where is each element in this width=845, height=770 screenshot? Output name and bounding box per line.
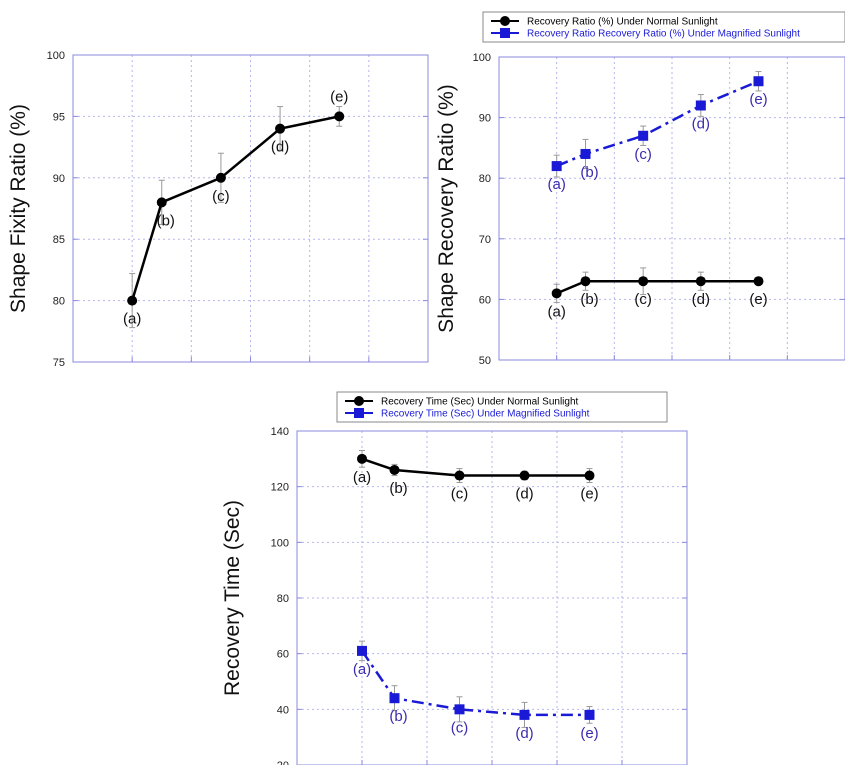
y-tick-label: 60 bbox=[479, 294, 491, 306]
y-tick-label: 120 bbox=[271, 482, 289, 494]
legend: Recovery Ratio (%) Under Normal Sunlight… bbox=[482, 11, 845, 43]
y-tick-label: 100 bbox=[271, 537, 289, 549]
data-point bbox=[551, 288, 562, 299]
point-label: (a) bbox=[353, 469, 371, 486]
point-label: (b) bbox=[389, 708, 407, 725]
legend-label: Recovery Time (Sec) Under Magnified Sunl… bbox=[381, 409, 590, 420]
y-tick-label: 40 bbox=[277, 704, 289, 716]
data-point bbox=[127, 295, 138, 306]
data-point bbox=[389, 464, 400, 475]
data-point bbox=[334, 111, 345, 122]
legend-marker bbox=[500, 28, 510, 38]
point-label: (a) bbox=[547, 176, 565, 193]
data-point bbox=[454, 470, 465, 481]
data-point bbox=[551, 161, 562, 172]
point-label: (b) bbox=[389, 480, 407, 497]
point-label: (d) bbox=[271, 139, 289, 156]
point-label: (d) bbox=[692, 115, 710, 132]
point-label: (d) bbox=[515, 725, 533, 742]
legend-label: Recovery Ratio Recovery Ratio (%) Under … bbox=[527, 29, 800, 40]
data-point bbox=[638, 276, 649, 287]
y-tick-label: 80 bbox=[277, 593, 289, 605]
legend-marker bbox=[500, 16, 510, 26]
data-point bbox=[156, 197, 167, 208]
legend-box bbox=[336, 391, 668, 423]
data-point bbox=[454, 704, 465, 715]
y-tick-label: 80 bbox=[479, 173, 491, 185]
point-label: (b) bbox=[580, 164, 598, 181]
y-axis-label: Recovery Time (Sec) bbox=[221, 500, 244, 696]
data-point bbox=[580, 148, 591, 159]
chart-fixity: 75 80 85 90 95 100 Shape Fixity Ratio (%) (a) (b… bbox=[7, 50, 429, 369]
point-label: (c) bbox=[451, 486, 469, 503]
point-label: (e) bbox=[580, 486, 598, 503]
chart-recovery-ratio: 50 60 70 80 90 100 Shape Recovery Ratio (%) (a)… bbox=[435, 11, 845, 367]
point-label: (e) bbox=[580, 725, 598, 742]
y-tick-label: 70 bbox=[479, 234, 491, 246]
data-point bbox=[389, 693, 400, 704]
point-label: (c) bbox=[451, 719, 469, 736]
series-normal: (a) (b) (c) (d) (e) bbox=[547, 267, 768, 320]
point-label: (e) bbox=[749, 291, 767, 308]
y-tick-label: 75 bbox=[53, 357, 65, 369]
data-point bbox=[695, 276, 706, 287]
point-label: (c) bbox=[212, 188, 230, 205]
legend-label: Recovery Ratio (%) Under Normal Sunlight bbox=[527, 17, 718, 28]
point-label: (e) bbox=[749, 91, 767, 108]
y-axis-label: Shape Fixity Ratio (%) bbox=[7, 104, 30, 313]
y-tick-label: 60 bbox=[277, 649, 289, 661]
point-label: (b) bbox=[157, 212, 175, 229]
y-tick-label: 100 bbox=[473, 52, 491, 64]
point-label: (d) bbox=[692, 291, 710, 308]
point-label: (c) bbox=[634, 146, 652, 163]
data-point bbox=[584, 470, 595, 481]
series-line bbox=[130, 115, 340, 301]
point-label: (d) bbox=[515, 486, 533, 503]
series-magnified: (a) (b) (c) (d) (e) bbox=[547, 71, 768, 193]
point-label: (c) bbox=[634, 291, 652, 308]
data-point bbox=[695, 100, 706, 111]
data-point bbox=[357, 645, 367, 656]
y-tick-label: 80 bbox=[53, 296, 65, 308]
series-line bbox=[556, 80, 759, 168]
chart-recovery-time: 20406080100120140Recovery Time (Sec)(a)(… bbox=[221, 391, 688, 770]
y-tick-label: 20 bbox=[277, 760, 289, 765]
data-point bbox=[215, 172, 226, 183]
legend-marker bbox=[354, 396, 364, 406]
y-tick-label: 100 bbox=[47, 50, 65, 62]
point-label: (a) bbox=[547, 303, 565, 320]
data-point bbox=[519, 709, 530, 720]
data-point bbox=[580, 276, 591, 287]
data-point bbox=[753, 76, 764, 87]
legend-box bbox=[482, 11, 845, 43]
point-label: (b) bbox=[580, 291, 598, 308]
y-tick-label: 85 bbox=[53, 234, 65, 246]
legend-label: Recovery Time (Sec) Under Normal Sunligh… bbox=[381, 397, 579, 408]
data-point bbox=[357, 453, 367, 464]
series-normal: (a) (b) (c) (d) (e) bbox=[353, 449, 599, 503]
data-point bbox=[584, 709, 595, 720]
data-point bbox=[638, 130, 649, 141]
y-tick-label: 50 bbox=[479, 355, 491, 367]
legend-marker bbox=[354, 408, 364, 418]
data-point bbox=[519, 470, 530, 481]
series-line bbox=[360, 650, 590, 717]
series-normal: (a) (b) (c) (d) (e) bbox=[123, 88, 348, 329]
y-tick-label: 95 bbox=[53, 111, 65, 123]
point-label: (e) bbox=[330, 88, 348, 105]
point-label: (a) bbox=[353, 661, 371, 678]
data-point bbox=[753, 276, 764, 287]
y-tick-label: 90 bbox=[479, 113, 491, 125]
data-point bbox=[275, 123, 286, 134]
y-axis-label: Shape Recovery Ratio (%) bbox=[435, 84, 458, 333]
point-label: (a) bbox=[123, 311, 141, 328]
y-tick-label: 140 bbox=[271, 426, 289, 438]
series-magnified: (a) (b) (c) (d) (e) bbox=[353, 640, 599, 742]
legend: Recovery Time (Sec) Under Normal Sunligh… bbox=[336, 391, 668, 423]
y-tick-label: 90 bbox=[53, 173, 65, 185]
